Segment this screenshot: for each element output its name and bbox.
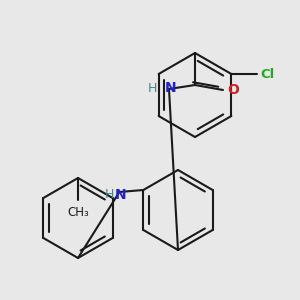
Text: CH₃: CH₃	[67, 206, 89, 219]
Text: Cl: Cl	[260, 68, 274, 80]
Text: H: H	[148, 82, 157, 94]
Text: O: O	[227, 83, 239, 97]
Text: H: H	[105, 188, 114, 202]
Text: N: N	[115, 188, 126, 202]
Text: N: N	[165, 81, 177, 95]
